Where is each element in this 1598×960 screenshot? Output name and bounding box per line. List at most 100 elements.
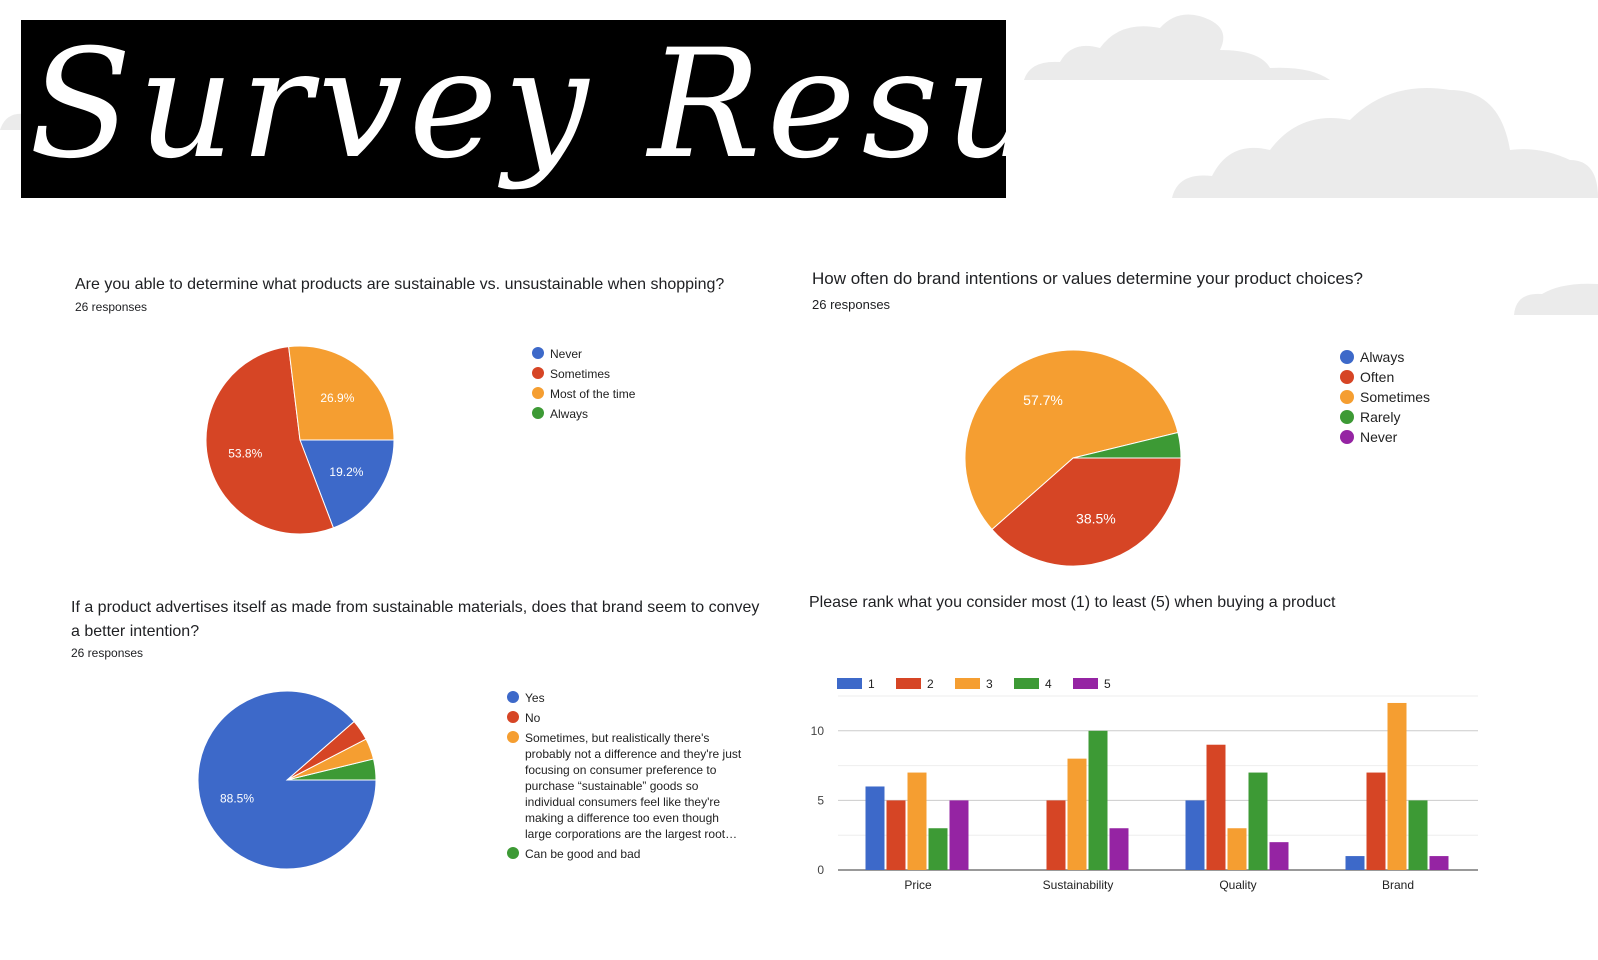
legend-label-2: 2 bbox=[927, 677, 934, 691]
bar-price-rank-5 bbox=[949, 800, 969, 870]
legend-dot bbox=[1340, 410, 1354, 424]
chart-3-title: If a product advertises itself as made f… bbox=[71, 599, 760, 640]
legend-item-never: Never bbox=[1340, 429, 1430, 445]
legend-label: Always bbox=[550, 407, 589, 421]
legend-label-1: 1 bbox=[868, 677, 875, 691]
cloud-decoration bbox=[0, 113, 24, 130]
bar-brand-rank-1 bbox=[1345, 856, 1365, 870]
bar-brand-rank-2 bbox=[1366, 772, 1386, 870]
legend-label: No bbox=[525, 711, 541, 725]
legend-label: Sometimes bbox=[550, 367, 611, 381]
legend-dot bbox=[507, 847, 519, 859]
legend-label-4: 4 bbox=[1045, 677, 1052, 691]
legend-dot bbox=[1340, 390, 1354, 404]
legend-dot bbox=[507, 691, 519, 703]
title-banner: Survey Results bbox=[21, 20, 1006, 198]
cloud-decoration bbox=[1024, 14, 1330, 80]
chart-2-response-count: 26 responses bbox=[812, 297, 891, 312]
legend-label-3: 3 bbox=[986, 677, 993, 691]
legend-item-rarely: Rarely bbox=[1340, 409, 1430, 425]
legend-swatch-5 bbox=[1073, 678, 1098, 689]
pie-slice-label: 88.5% bbox=[220, 792, 254, 806]
legend-swatch-4 bbox=[1014, 678, 1039, 689]
pie-slice-most-of-the-time bbox=[288, 345, 395, 441]
y-tick-label: 5 bbox=[817, 793, 824, 807]
pie-chart-2: 38.5% 57.7% bbox=[964, 349, 1182, 567]
legend-label: Most of the time bbox=[550, 387, 636, 401]
legend-dot bbox=[1340, 370, 1354, 384]
legend-swatch-2 bbox=[896, 678, 921, 689]
legend-label: Can be good and bad bbox=[525, 847, 641, 861]
bar-quality-rank-2 bbox=[1206, 744, 1226, 870]
legend-dot bbox=[532, 407, 544, 419]
bar-sustainability-rank-4 bbox=[1088, 730, 1108, 870]
bar-quality-rank-3 bbox=[1227, 828, 1247, 870]
pie-slice-yes bbox=[197, 690, 377, 870]
legend-label: Never bbox=[1360, 429, 1398, 445]
legend-dot bbox=[1340, 350, 1354, 364]
legend-dot bbox=[532, 387, 544, 399]
x-tick-label-sustainability: Sustainability bbox=[1043, 878, 1114, 892]
legend-item-yes: Yes bbox=[507, 690, 747, 706]
legend-swatch-3 bbox=[955, 678, 980, 689]
bar-sustainability-rank-5 bbox=[1109, 828, 1129, 870]
legend-item-no: No bbox=[507, 710, 747, 726]
cloud-decoration bbox=[1514, 283, 1598, 315]
bar-sustainability-rank-3 bbox=[1067, 758, 1087, 870]
x-tick-label-quality: Quality bbox=[1219, 878, 1256, 892]
page-title: Survey Results bbox=[29, 20, 1006, 192]
bar-brand-rank-5 bbox=[1429, 856, 1449, 870]
legend-swatch-1 bbox=[837, 678, 862, 689]
pie-slice-often bbox=[991, 457, 1182, 567]
pie-slice-label: 38.5% bbox=[1076, 510, 1116, 526]
cloud-decoration bbox=[1172, 88, 1598, 198]
legend-label: Rarely bbox=[1360, 409, 1401, 425]
chart-1-legend: Never Sometimes Most of the time Always bbox=[532, 346, 635, 426]
chart-3-response-count: 26 responses bbox=[71, 646, 144, 660]
legend-dot bbox=[532, 367, 544, 379]
bar-sustainability-rank-2 bbox=[1046, 800, 1066, 870]
pie-chart-3: 88.5% bbox=[197, 690, 377, 870]
x-tick-label-brand: Brand bbox=[1382, 878, 1414, 892]
legend-item-sometimes: Sometimes bbox=[1340, 389, 1430, 405]
chart-1-response-count: 26 responses bbox=[75, 300, 148, 314]
bar-quality-rank-5 bbox=[1269, 842, 1289, 870]
pie-slice-never bbox=[299, 439, 395, 529]
chart-2-title: How often do brand intentions or values … bbox=[812, 269, 1363, 288]
legend-item-often: Often bbox=[1340, 369, 1430, 385]
bar-price-rank-4 bbox=[928, 828, 948, 870]
legend-dot bbox=[507, 711, 519, 723]
pie-slice-sometimes bbox=[964, 349, 1179, 531]
legend-item-sometimes-but-realistically-th: Sometimes, but realistically there's pro… bbox=[507, 730, 747, 842]
legend-item-most-of-the-time: Most of the time bbox=[532, 386, 635, 402]
legend-label-5: 5 bbox=[1104, 677, 1111, 691]
x-tick-label-price: Price bbox=[904, 878, 932, 892]
pie-slice-label: 26.9% bbox=[320, 391, 354, 405]
legend-label: Yes bbox=[525, 691, 545, 705]
chart-1-title: Are you able to determine what products … bbox=[75, 276, 725, 293]
pie-slice-label: 57.7% bbox=[1023, 392, 1063, 408]
legend-label: Sometimes, but realistically there's pro… bbox=[525, 731, 742, 841]
chart-4-title: Please rank what you consider most (1) t… bbox=[809, 594, 1336, 611]
legend-label: Never bbox=[550, 347, 583, 361]
legend-item-sometimes: Sometimes bbox=[532, 366, 635, 382]
legend-item-always: Always bbox=[1340, 349, 1430, 365]
bar-price-rank-1 bbox=[865, 786, 885, 870]
bar-price-rank-2 bbox=[886, 800, 906, 870]
legend-item-never: Never bbox=[532, 346, 635, 362]
pie-slice-sometimes bbox=[205, 346, 335, 535]
legend-label: Always bbox=[1360, 349, 1405, 365]
legend-item-can-be-good-and-bad: Can be good and bad bbox=[507, 846, 747, 862]
y-tick-label: 10 bbox=[811, 724, 825, 738]
chart-3-legend: Yes No Sometimes, but realistically there'… bbox=[507, 690, 747, 866]
y-tick-label: 0 bbox=[817, 863, 824, 877]
legend-dot bbox=[1340, 430, 1354, 444]
legend-dot bbox=[532, 347, 544, 359]
pie-chart-1: 19.2% 53.8% 26.9% bbox=[205, 345, 395, 535]
bar-brand-rank-4 bbox=[1408, 800, 1428, 870]
bar-price-rank-3 bbox=[907, 772, 927, 870]
pie-slice-label: 53.8% bbox=[228, 447, 262, 461]
bar-quality-rank-4 bbox=[1248, 772, 1268, 870]
pie-slice-rarely bbox=[1072, 431, 1182, 459]
chart-2-legend: Always Often Sometimes Rarely Never bbox=[1340, 349, 1430, 449]
